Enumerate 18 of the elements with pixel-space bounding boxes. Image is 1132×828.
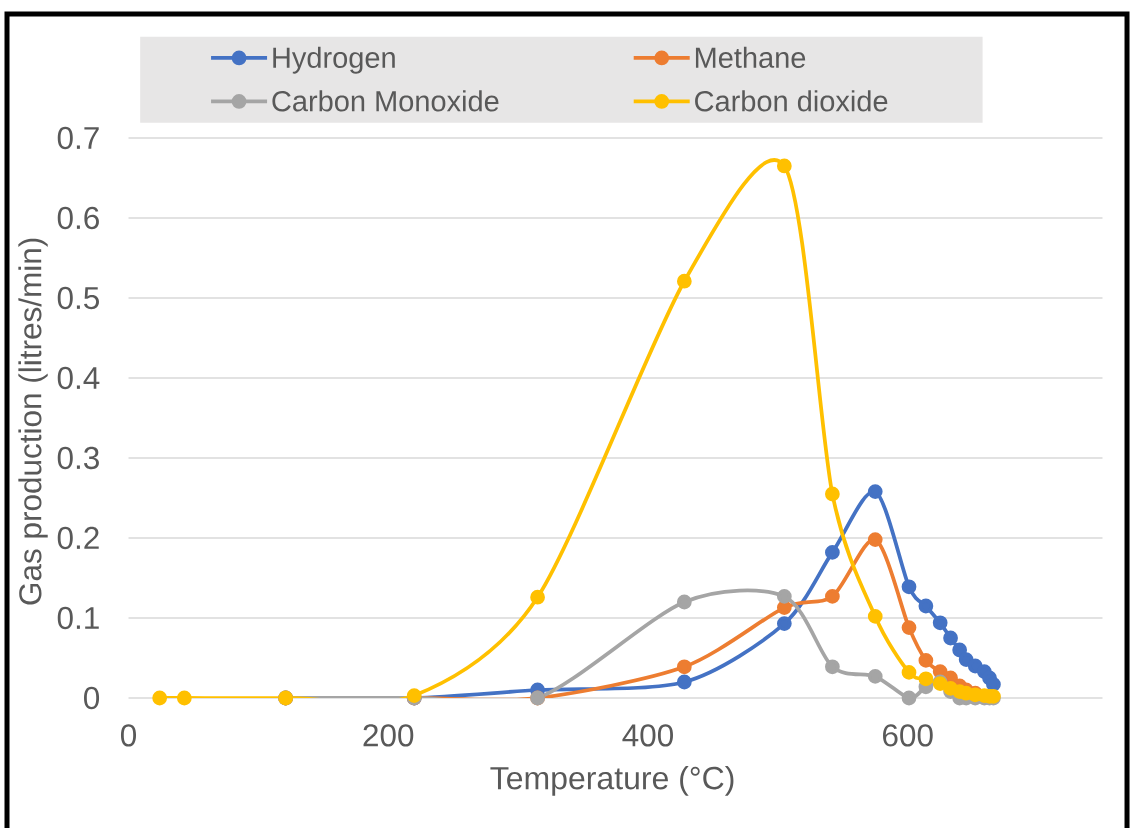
y-tick-label: 0.2 — [57, 526, 99, 550]
legend-label: Methane — [695, 46, 806, 68]
y-tick-label: 0 — [84, 686, 100, 710]
y-axis-title: Gas production (litres/min) — [18, 238, 48, 605]
x-tick-label: 200 — [363, 724, 414, 747]
legend-label: Hydrogen — [273, 46, 395, 74]
x-tick-label: 0 — [120, 724, 137, 747]
y-tick-label: 0.6 — [57, 206, 99, 230]
x-tick-label: 600 — [883, 724, 933, 747]
legend-label: Carbon Monoxide — [272, 90, 499, 112]
x-axis-title: Temperature (°C) — [490, 765, 734, 796]
y-tick-label: 0.7 — [57, 126, 99, 150]
y-tick-label: 0.4 — [57, 366, 100, 390]
y-tick-label: 0.5 — [57, 286, 99, 310]
y-tick-label: 0.1 — [57, 606, 99, 630]
x-tick-label: 400 — [622, 724, 673, 747]
y-tick-label: 0.3 — [57, 446, 99, 470]
legend-label: Carbon dioxide — [695, 90, 888, 112]
